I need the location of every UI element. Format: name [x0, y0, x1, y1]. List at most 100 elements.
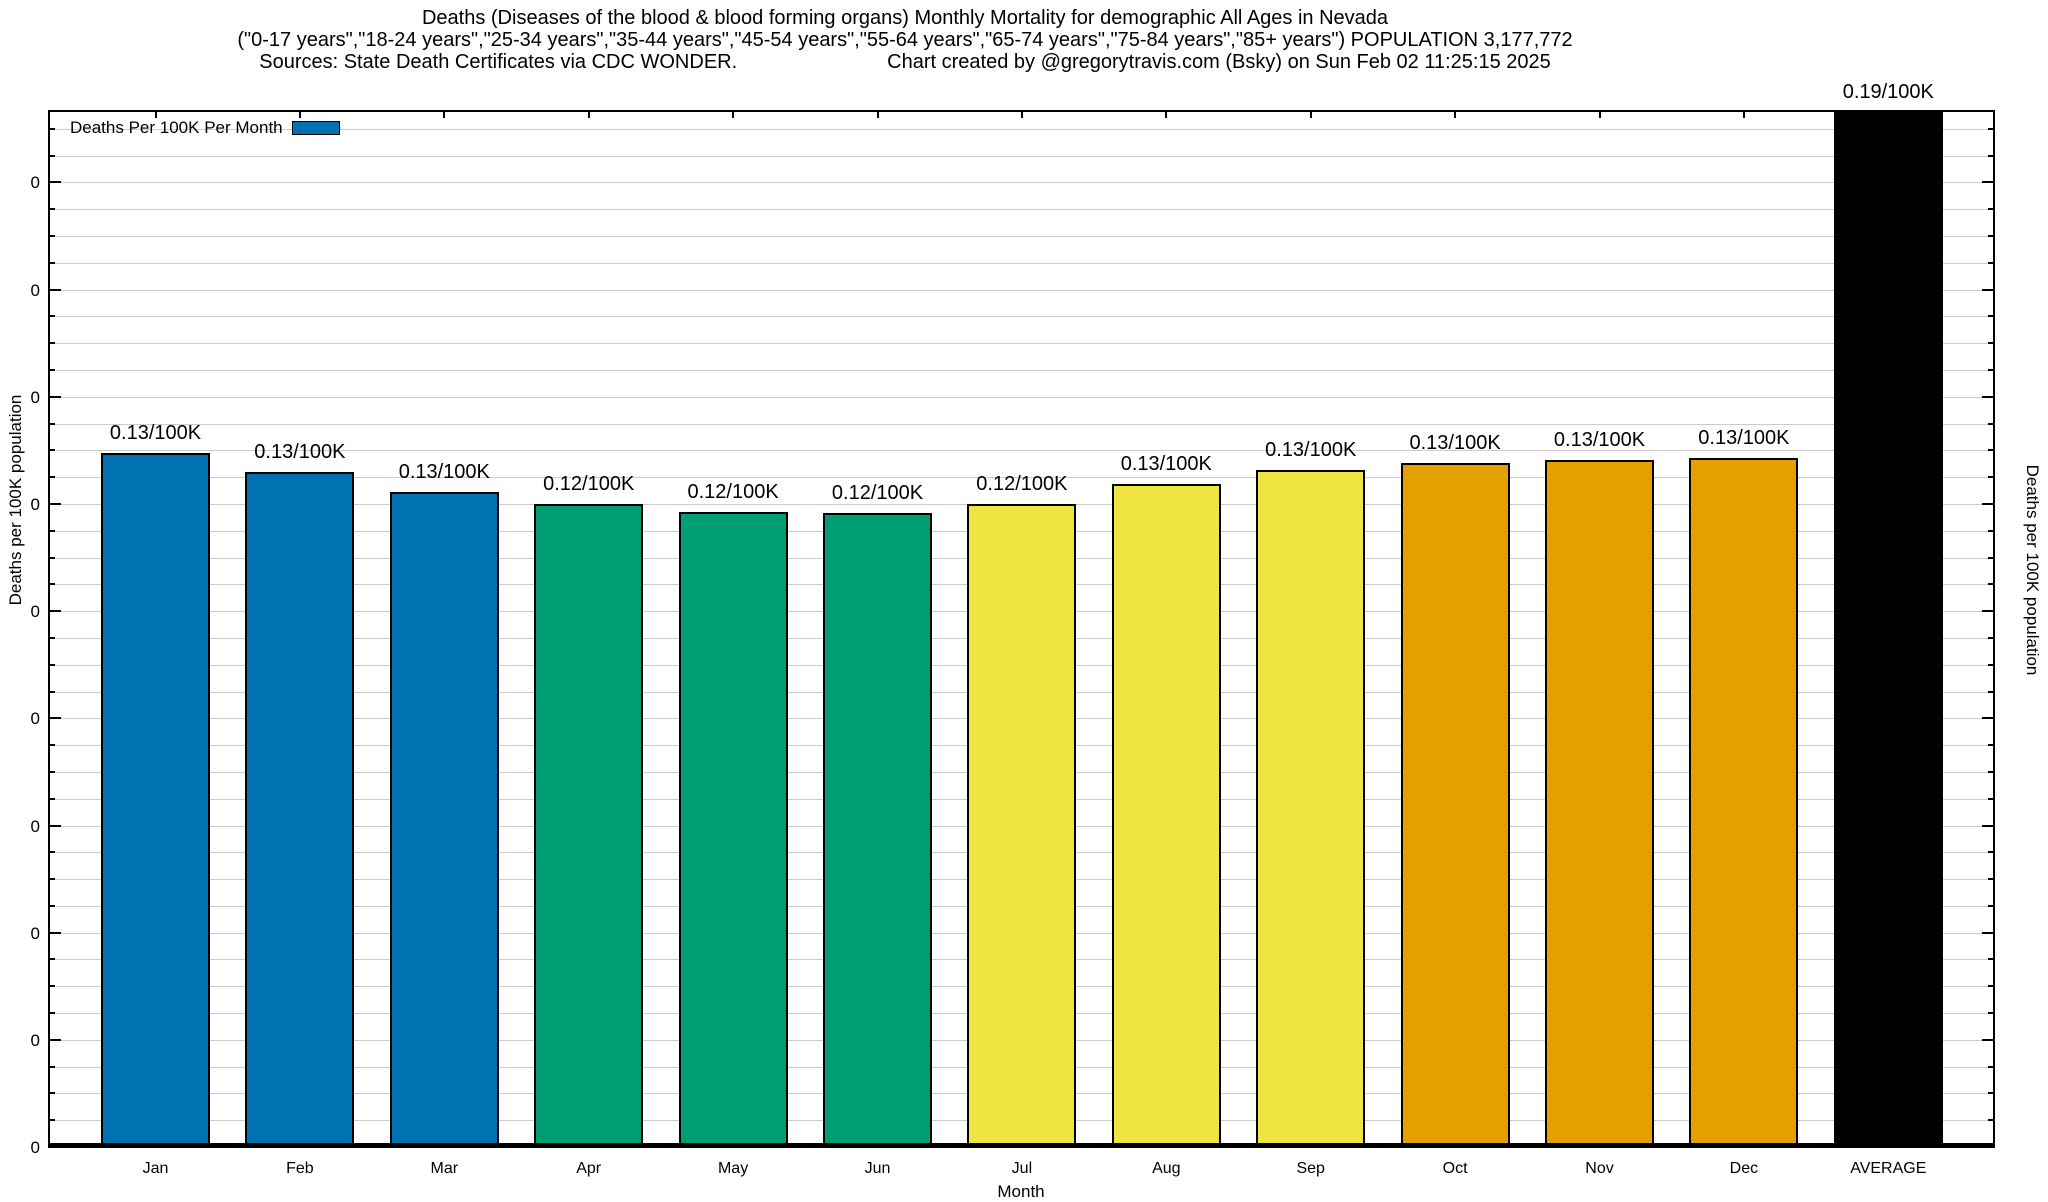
- y-minor-tick: [48, 127, 55, 130]
- x-top-tick: [443, 110, 446, 118]
- credit-text: Chart created by @gregorytravis.com (Bsk…: [887, 51, 1551, 73]
- y-tick-label: 0: [30, 173, 40, 193]
- y-minor-tick: [1988, 154, 1995, 157]
- y-major-tick: [1982, 824, 1995, 827]
- plot-frame-right: [1993, 110, 1995, 1148]
- bar-average: [1833, 112, 1943, 1148]
- y-minor-tick: [48, 261, 55, 264]
- y-major-tick: [48, 395, 61, 398]
- y-tick-label: 0: [30, 816, 40, 836]
- y-minor-tick: [1988, 690, 1995, 693]
- y-minor-tick: [1988, 851, 1995, 854]
- y-tick-label: 0: [30, 280, 40, 300]
- x-tick-label-aug: Aug: [1152, 1160, 1181, 1177]
- gridline: [48, 370, 1995, 371]
- y-minor-tick: [1988, 583, 1995, 586]
- x-tick-label-jul: Jul: [1011, 1160, 1033, 1177]
- y-minor-tick: [1988, 529, 1995, 532]
- x-tick-label-jun: Jun: [864, 1160, 891, 1177]
- x-tick-label-may: May: [717, 1160, 749, 1177]
- y-minor-tick: [48, 369, 55, 371]
- y-major-tick: [1982, 1038, 1995, 1041]
- y-minor-tick: [1988, 797, 1995, 800]
- bar-nov: [1545, 459, 1654, 1148]
- bar-value-label-mar: 0.13/100K: [398, 461, 490, 484]
- plot-area: Deaths Per 100K Per Month 0 0 0 0 0 0 0 0 0 0 0.13…: [31, 81, 1995, 1177]
- y-minor-tick: [48, 476, 55, 479]
- y-minor-tick: [48, 235, 55, 237]
- x-tick-label-nov: Nov: [1585, 1160, 1614, 1177]
- bar-value-label-oct: 0.13/100K: [1409, 432, 1501, 455]
- y-minor-tick: [48, 851, 55, 854]
- bar-sep: [1256, 470, 1366, 1148]
- y-minor-tick: [1988, 369, 1995, 371]
- x-tick-label-feb: Feb: [286, 1160, 314, 1177]
- gridline: [48, 209, 1995, 211]
- y-tick-label: 0: [30, 1138, 40, 1157]
- y-major-tick: [48, 931, 61, 934]
- x-axis-line: [48, 1143, 1995, 1148]
- y-minor-tick: [48, 208, 55, 211]
- y-tick-label: 0: [30, 494, 40, 514]
- bar-feb: [245, 472, 355, 1148]
- y-minor-tick: [48, 422, 55, 425]
- bar-value-label-average: 0.19/100K: [1842, 81, 1934, 104]
- bar-mar: [389, 492, 499, 1148]
- y-major-tick: [1982, 395, 1995, 398]
- gridline: [48, 155, 1995, 157]
- bar-value-label-apr: 0.12/100K: [543, 473, 635, 496]
- y-tick-label: 0: [30, 387, 40, 407]
- y-major-tick: [48, 181, 61, 184]
- y-minor-tick: [48, 1012, 55, 1014]
- y-minor-tick: [1988, 1012, 1995, 1014]
- y-major-tick: [1982, 610, 1995, 613]
- chart-header: Deaths (Diseases of the blood & blood fo…: [0, 7, 1810, 73]
- y-minor-tick: [1988, 556, 1995, 559]
- gridline: [48, 396, 1995, 398]
- y-minor-tick: [1988, 127, 1995, 130]
- y-major-tick: [48, 1146, 61, 1148]
- chart-title-line3: Sources: State Death Certificates via CD…: [0, 51, 1810, 73]
- y-minor-tick: [48, 315, 55, 318]
- bar-dec: [1689, 458, 1799, 1148]
- bar-value-label-dec: 0.13/100K: [1698, 427, 1790, 450]
- y-minor-tick: [1988, 770, 1995, 773]
- gridline: [48, 289, 1995, 291]
- chart-title-line2: ("0-17 years","18-24 years","25-34 years…: [237, 29, 1573, 51]
- y-minor-tick: [1988, 1092, 1995, 1095]
- y-major-tick: [48, 610, 61, 613]
- y-minor-tick: [1988, 663, 1995, 666]
- y-minor-tick: [48, 556, 55, 559]
- y-major-tick: [48, 288, 61, 291]
- legend-swatch: [291, 121, 340, 135]
- bar-value-label-jun: 0.12/100K: [831, 482, 924, 504]
- y-major-tick: [1982, 181, 1995, 184]
- y-minor-tick: [1988, 985, 1995, 988]
- x-top-tick: [298, 110, 301, 118]
- y-minor-tick: [48, 529, 55, 532]
- y-major-tick: [1982, 717, 1995, 720]
- y-minor-tick: [48, 583, 55, 586]
- bar-value-label-jan: 0.13/100K: [109, 422, 202, 444]
- gridline: [48, 128, 1995, 130]
- y-minor-tick: [1988, 878, 1995, 881]
- y-tick-label: 0: [30, 602, 40, 622]
- y-minor-tick: [48, 449, 55, 452]
- y-tick-label: 0: [30, 1030, 40, 1050]
- bar-aug: [1111, 484, 1221, 1148]
- x-top-tick: [876, 110, 879, 118]
- y-minor-tick: [1988, 261, 1995, 264]
- bar-may: [678, 511, 788, 1148]
- y-minor-tick: [48, 1065, 55, 1068]
- y-minor-tick: [48, 663, 55, 666]
- y-major-tick: [48, 717, 61, 720]
- x-top-tick: [1309, 110, 1312, 118]
- y-minor-tick: [1988, 342, 1995, 345]
- y-major-tick: [1982, 1146, 1995, 1148]
- x-tick-label-oct: Oct: [1442, 1160, 1468, 1177]
- gridline: [48, 236, 1995, 237]
- bar-value-label-sep: 0.13/100K: [1265, 439, 1357, 462]
- x-tick-label-apr: Apr: [576, 1160, 602, 1177]
- bar-jun: [823, 513, 932, 1148]
